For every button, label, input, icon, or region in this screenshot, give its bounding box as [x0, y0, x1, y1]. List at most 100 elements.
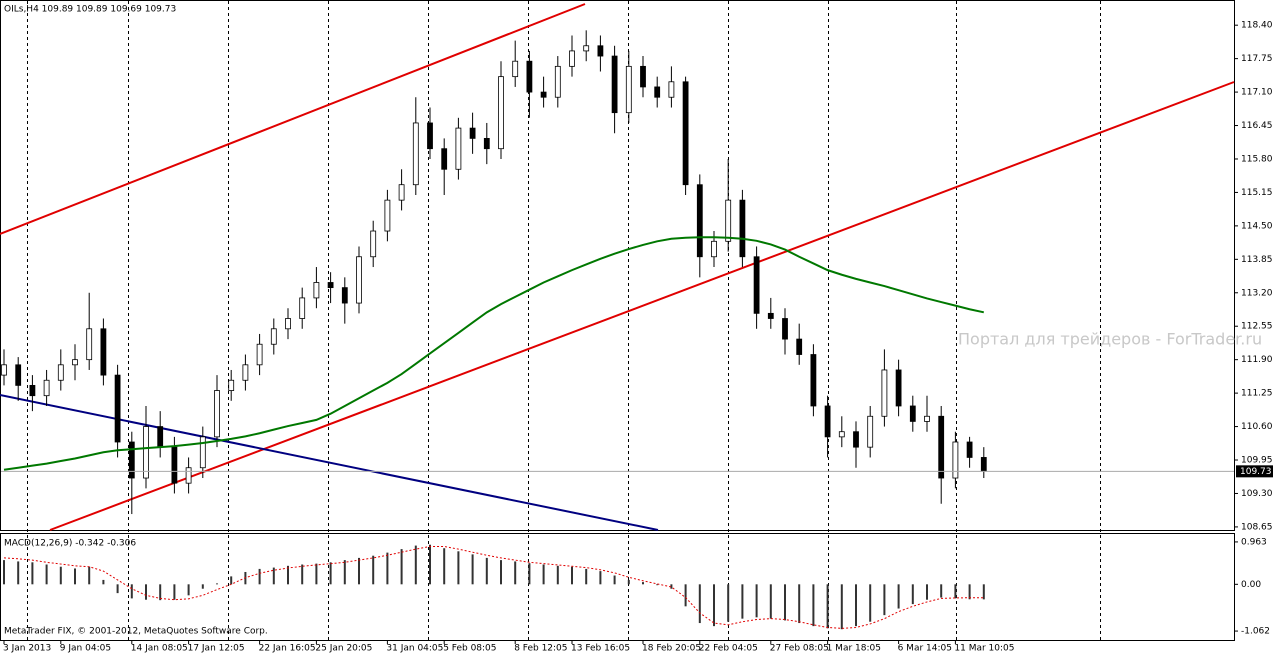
macd-bar [855, 584, 857, 627]
candle-body [824, 405, 831, 438]
x-tick-label: 22 Feb 04:05 [699, 644, 758, 654]
macd-bar [627, 579, 630, 585]
channel-upper [0, 3, 586, 235]
candle-body [384, 199, 391, 232]
candle-body [952, 441, 959, 479]
candle-body [270, 328, 277, 345]
macd-bar [429, 544, 431, 585]
x-tick-label: 1 Mar 18:05 [827, 644, 881, 654]
macd-bar [31, 562, 34, 585]
macd-bar [130, 584, 133, 599]
candle-body [654, 86, 661, 98]
macd-label: MACD(12,26,9) -0.342 -0.306 [4, 539, 136, 549]
candle-body [214, 390, 220, 438]
x-tick-label: 14 Jan 08:05 [131, 644, 188, 654]
macd-bar [145, 584, 147, 600]
candle-body [810, 354, 817, 407]
candle-body [185, 467, 192, 484]
candle-body [143, 426, 149, 479]
candle-body [796, 338, 803, 355]
y-tick-label: -1.062 [1241, 627, 1270, 637]
macd-bar [968, 584, 971, 600]
macd-bar [358, 557, 360, 585]
candle-body [483, 137, 490, 150]
candle-body [86, 328, 93, 361]
macd-bar [713, 584, 715, 627]
candle-body [228, 379, 235, 391]
x-tick-label: 6 Mar 14:05 [898, 644, 952, 654]
candle-body [867, 415, 874, 448]
macd-bar [216, 583, 218, 585]
macd-bar [414, 545, 417, 585]
macd-bar [471, 554, 474, 585]
macd-bar [982, 584, 985, 600]
macd-bar [642, 582, 644, 585]
candle-body [100, 328, 107, 376]
candle-body [554, 65, 561, 98]
candle-body [725, 199, 732, 242]
x-tick-label: 18 Feb 20:05 [642, 644, 701, 654]
y-tick-label: 110.60 [1241, 422, 1273, 432]
macd-bar [897, 584, 900, 609]
macd-bar [954, 584, 957, 599]
x-tick-label: 9 Jan 04:05 [60, 644, 111, 654]
candle-body [171, 446, 178, 484]
macd-bar [187, 584, 190, 596]
last-price-label: 109.73 [1240, 467, 1272, 477]
candle-body [924, 415, 930, 422]
y-tick-label: 109.95 [1241, 456, 1273, 466]
candle-body [114, 374, 121, 443]
macd-bar [698, 584, 701, 624]
macd-bar [741, 584, 744, 619]
candle-body [299, 297, 306, 319]
candle-body [285, 318, 291, 330]
macd-bar [599, 571, 602, 585]
x-tick-label: 27 Feb 08:05 [770, 644, 829, 654]
candle-body [29, 384, 36, 397]
moving-average [3, 236, 985, 471]
macd-bar [443, 548, 446, 585]
candle-body [668, 81, 675, 98]
candle-body [57, 364, 64, 381]
candle-body [640, 65, 646, 88]
candle-body [157, 426, 164, 448]
candle-body [498, 76, 504, 150]
macd-bar [798, 584, 801, 624]
x-tick-label: 11 Mar 10:05 [954, 644, 1014, 654]
macd-bar [116, 584, 119, 594]
macd-panel [0, 533, 1235, 641]
macd-bar [840, 584, 843, 630]
trend-line [0, 394, 659, 531]
macd-bar [230, 576, 233, 585]
footer: MetaTrader FIX, © 2001-2012, MetaQuotes … [4, 627, 268, 637]
macd-bar [386, 552, 389, 585]
macd-bar [372, 555, 375, 585]
candle-body [583, 45, 590, 52]
candle-body [455, 127, 462, 170]
macd-bar [3, 560, 5, 585]
candle-body [327, 282, 334, 289]
macd-bar [45, 564, 48, 585]
candle-body [753, 256, 760, 314]
channel-lower [49, 81, 1235, 531]
candle-body [980, 457, 987, 472]
macd-bar [59, 566, 62, 585]
macd-bar [869, 584, 872, 622]
macd-bar [727, 584, 730, 622]
y-tick-label: 118.40 [1241, 21, 1273, 31]
macd-bar [571, 566, 573, 585]
watermark: Портал для трейдеров - ForTrader.ru [958, 330, 1262, 349]
candle-body [441, 148, 448, 170]
candle-body [72, 359, 78, 366]
macd-bar [826, 584, 829, 629]
macd-bar [315, 563, 318, 585]
macd-bar [329, 562, 332, 585]
macd-bar [500, 560, 502, 585]
candle-body [625, 65, 632, 114]
candle-body [909, 405, 916, 422]
macd-bar [201, 584, 204, 589]
candle-body [895, 369, 902, 407]
x-tick-label: 25 Jan 20:05 [315, 644, 372, 654]
y-tick-label: 0.00 [1241, 580, 1261, 590]
